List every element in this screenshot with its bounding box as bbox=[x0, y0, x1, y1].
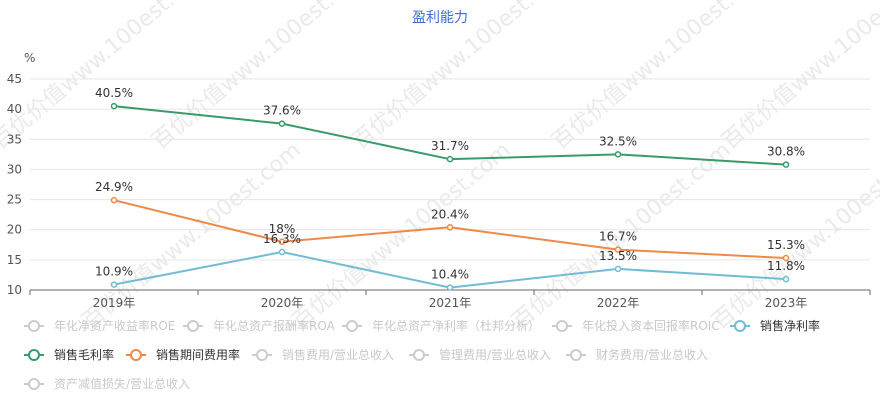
legend-marker-icon bbox=[413, 349, 425, 361]
data-point[interactable] bbox=[110, 196, 118, 204]
data-label: 40.5% bbox=[95, 86, 133, 100]
legend-item[interactable]: 年化总资产报酬率ROA bbox=[183, 318, 336, 333]
data-point[interactable] bbox=[446, 155, 454, 163]
legend-marker-icon bbox=[130, 349, 142, 361]
data-labels: 40.5% 37.6% 31.7% 32.5% 30.8% 24.9% 18% 20.4% 16… bbox=[95, 86, 805, 281]
x-tick-label: 2023年 bbox=[765, 296, 808, 310]
data-point[interactable] bbox=[278, 238, 286, 246]
data-point[interactable] bbox=[614, 265, 622, 273]
data-point[interactable] bbox=[110, 281, 118, 288]
legend-marker-icon bbox=[28, 320, 40, 332]
data-point[interactable] bbox=[614, 151, 622, 158]
data-point[interactable] bbox=[446, 224, 454, 231]
legend-marker-icon bbox=[28, 378, 40, 390]
data-label: 30.8% bbox=[767, 145, 805, 159]
legend-label: 销售费用/营业总收入 bbox=[282, 347, 394, 362]
legend-marker-icon bbox=[187, 320, 199, 332]
watermark-text: 百优价值www.100est.com bbox=[718, 0, 880, 155]
legend-marker-icon bbox=[556, 320, 568, 332]
y-tick-label: 20 bbox=[7, 223, 22, 237]
legend-marker-icon bbox=[570, 349, 582, 361]
legend-item[interactable]: 年化总资产净利率（杜邦分析） bbox=[342, 318, 540, 333]
data-point[interactable] bbox=[446, 284, 454, 291]
legend-label: 年化总资产净利率（杜邦分析） bbox=[372, 318, 540, 333]
data-label: 31.7% bbox=[431, 139, 469, 153]
y-tick-label: 40 bbox=[7, 102, 22, 116]
data-label: 15.3% bbox=[767, 238, 805, 252]
y-tick-label: 15 bbox=[7, 253, 22, 267]
y-tick-label: 45 bbox=[7, 72, 22, 86]
legend-item[interactable]: 销售期间费用率 bbox=[126, 347, 240, 362]
data-label: 11.8% bbox=[767, 259, 805, 273]
data-point[interactable] bbox=[782, 275, 790, 283]
gridlines bbox=[30, 78, 870, 261]
y-tick-label: 25 bbox=[7, 193, 22, 207]
x-tick-label: 2021年 bbox=[429, 296, 472, 310]
watermark-text: 百优价值www.100est.com bbox=[288, 138, 516, 335]
series-layer bbox=[110, 102, 790, 291]
legend-item[interactable]: 销售净利率 bbox=[730, 318, 820, 333]
watermark-layer: 百优价值www.100est.com百优价值www.100est.com百优价值… bbox=[0, 0, 880, 335]
y-axis-unit: % bbox=[24, 51, 35, 65]
legend-item[interactable]: 财务费用/营业总收入 bbox=[566, 347, 708, 362]
y-tick-label: 10 bbox=[7, 283, 22, 297]
legend-item[interactable]: 销售毛利率 bbox=[24, 347, 114, 362]
data-label: 10.4% bbox=[431, 268, 469, 282]
legend-label: 销售净利率 bbox=[760, 318, 820, 333]
legend-marker-icon bbox=[346, 320, 358, 332]
data-label: 32.5% bbox=[599, 134, 637, 148]
legend-marker-icon bbox=[256, 349, 268, 361]
x-tick-label: 2019年 bbox=[93, 296, 136, 310]
legend-label: 资产减值损失/营业总收入 bbox=[54, 376, 190, 391]
legend-marker-icon bbox=[734, 320, 746, 332]
legend-label: 年化总资产报酬率ROA bbox=[213, 318, 336, 333]
legend-item[interactable]: 资产减值损失/营业总收入 bbox=[24, 376, 190, 391]
data-label: 24.9% bbox=[95, 180, 133, 194]
legend-label: 年化净资产收益率ROE bbox=[54, 318, 175, 333]
legend-item[interactable]: 销售费用/营业总收入 bbox=[252, 347, 394, 362]
watermark-text: 百优价值www.100est.com bbox=[148, 0, 376, 155]
legend: 年化净资产收益率ROE 年化总资产报酬率ROA 年化总资产净利率（杜邦分析） 年化投入… bbox=[24, 318, 820, 391]
chart-title: 盈利能力 bbox=[412, 10, 468, 26]
legend-label: 财务费用/营业总收入 bbox=[596, 347, 708, 362]
y-tick-label: 35 bbox=[7, 132, 22, 146]
data-label: 13.5% bbox=[599, 249, 637, 263]
data-point[interactable] bbox=[782, 161, 790, 168]
data-label: 16.7% bbox=[599, 230, 637, 244]
data-label: 37.6% bbox=[263, 104, 301, 118]
data-point[interactable] bbox=[110, 102, 118, 110]
legend-item[interactable]: 管理费用/营业总收入 bbox=[409, 347, 551, 362]
legend-item[interactable]: 年化投入资本回报率ROIC bbox=[552, 318, 720, 333]
data-label: 16.3% bbox=[263, 232, 301, 246]
data-point[interactable] bbox=[614, 246, 622, 253]
legend-label: 销售毛利率 bbox=[54, 347, 114, 362]
legend-label: 管理费用/营业总收入 bbox=[439, 347, 551, 362]
y-tick-label: 30 bbox=[7, 162, 22, 176]
data-point[interactable] bbox=[278, 248, 286, 256]
data-label: 20.4% bbox=[431, 207, 469, 221]
data-point[interactable] bbox=[278, 120, 286, 127]
legend-item[interactable]: 年化净资产收益率ROE bbox=[24, 318, 175, 333]
x-tick-label: 2022年 bbox=[597, 296, 640, 310]
data-label: 18% bbox=[269, 222, 296, 236]
data-label: 10.9% bbox=[95, 265, 133, 279]
legend-label: 年化投入资本回报率ROIC bbox=[582, 318, 720, 333]
series-line bbox=[113, 105, 787, 166]
legend-marker-icon bbox=[28, 349, 40, 361]
x-tick-label: 2020年 bbox=[261, 296, 304, 310]
data-point[interactable] bbox=[782, 254, 790, 262]
legend-label: 销售期间费用率 bbox=[156, 347, 240, 362]
